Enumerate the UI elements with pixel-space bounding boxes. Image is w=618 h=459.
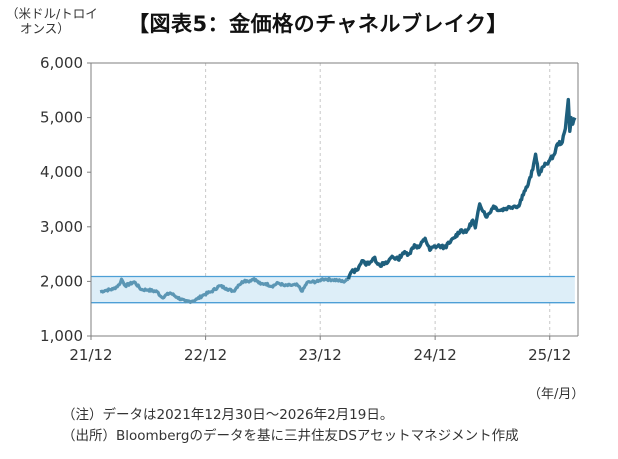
y-tick-label: 3,000	[40, 218, 83, 236]
y-tick-label: 6,000	[40, 54, 83, 72]
x-tick-label: 22/12	[184, 346, 227, 364]
x-tick-label: 23/12	[299, 346, 342, 364]
channel-layer	[91, 275, 575, 304]
price-line-post-breakout	[346, 97, 577, 280]
y-axis-unit-label: （米ドル/トロイ オンス）	[6, 6, 106, 36]
y-tick-label: 2,000	[40, 272, 83, 290]
chart-title: 【図表5：金価格のチャネルブレイク】	[128, 12, 508, 36]
y-axis-unit-line1: （米ドル/トロイ	[6, 6, 98, 21]
y-axis-unit-line2: オンス）	[20, 21, 70, 36]
x-tick-label: 24/12	[414, 346, 457, 364]
y-tick-label: 5,000	[40, 109, 83, 127]
tick-layer: 1,000 2,000 3,000 4,000 5,000 6,000 21/12 22/12…	[40, 54, 571, 364]
x-tick-label: 21/12	[69, 346, 112, 364]
line-layer	[99, 97, 577, 304]
axis-layer	[87, 62, 579, 340]
x-tick-label: 25/12	[528, 346, 571, 364]
x-axis-unit-label: （年/月）	[528, 387, 585, 402]
price-line-pre-breakout	[99, 276, 350, 304]
y-tick-label: 1,000	[40, 327, 83, 345]
y-tick-label: 4,000	[40, 163, 83, 181]
footnote-note: （注）データは2021年12月30日～2026年2月19日。	[62, 407, 394, 423]
footnote-source: （出所）Bloombergのデータを基に三井住友DSアセットマネジメント作成	[62, 428, 519, 444]
